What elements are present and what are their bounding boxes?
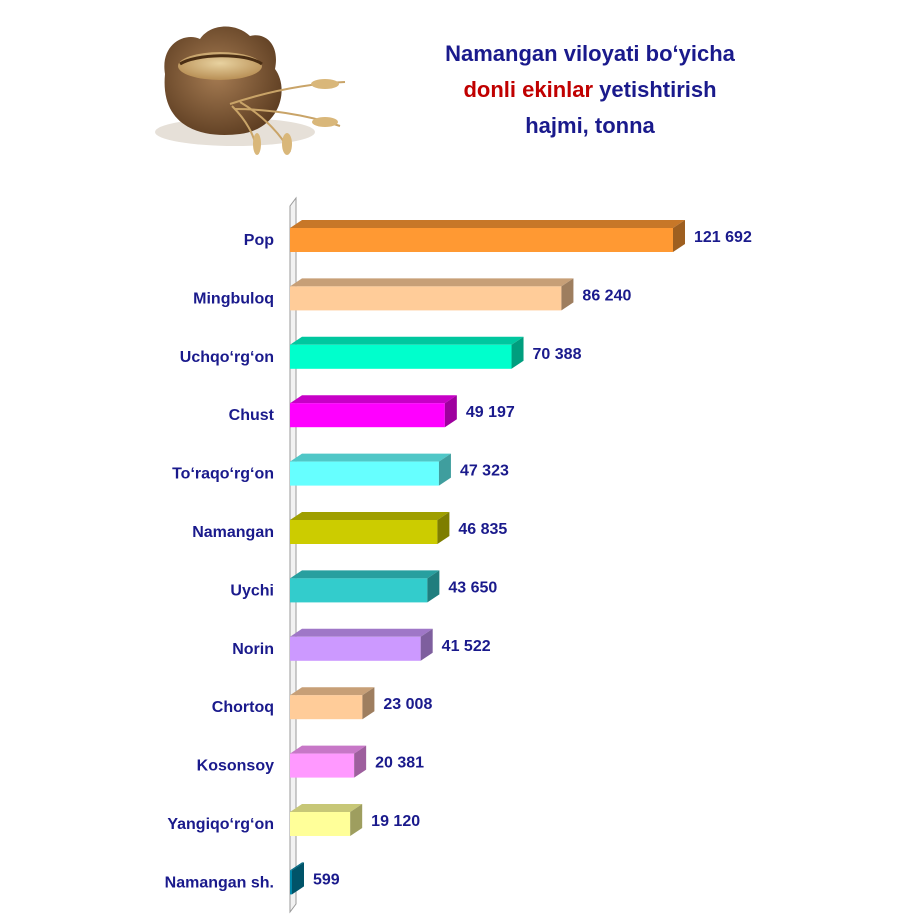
category-label: Yangiqo‘rg‘on (167, 816, 274, 833)
category-label: Chust (229, 407, 275, 424)
category-label: Pop (244, 232, 274, 249)
bar-top-face (290, 570, 440, 579)
axis-wall (289, 196, 297, 914)
bar-side-face (427, 570, 440, 603)
title-line-3: hajmi, tonna (525, 113, 655, 138)
bar-side-face (511, 336, 524, 369)
value-label: 20 381 (375, 755, 424, 772)
bar (290, 336, 524, 369)
bar (290, 628, 433, 661)
bar-top-face (290, 220, 685, 228)
bar (290, 512, 450, 544)
value-label: 43 650 (448, 579, 497, 596)
category-label: To‘raqo‘rg‘on (172, 466, 274, 483)
value-label: 41 522 (442, 638, 491, 655)
bar-front-face (290, 753, 355, 778)
bar (290, 687, 375, 720)
value-label: 23 008 (383, 696, 432, 713)
bars (290, 220, 685, 895)
bar-front-face (290, 461, 439, 486)
bar-front-face (290, 228, 673, 252)
category-label: Uychi (230, 582, 274, 599)
bar-top-face (290, 687, 375, 696)
value-label: 70 388 (533, 346, 582, 363)
category-label: Norin (232, 641, 274, 658)
category-label: Mingbuloq (193, 290, 274, 307)
bar-front-face (290, 286, 562, 311)
bar-side-face (444, 395, 457, 428)
bar-front-face (290, 403, 445, 428)
bar-top-face (290, 862, 304, 871)
category-label: Chortoq (212, 699, 274, 716)
bar-front-face (290, 695, 363, 720)
bar-top-face (290, 745, 367, 754)
bar-front-face (290, 520, 438, 544)
bar-side-face (420, 628, 433, 661)
value-label: 86 240 (582, 287, 631, 304)
value-label: 47 323 (460, 463, 509, 480)
bar (290, 570, 440, 603)
chart-title: Namangan viloyati bo‘yicha donli ekinlar… (380, 36, 800, 144)
bar-side-face (292, 862, 304, 895)
bar-top-face (290, 278, 574, 287)
bar-top-face (290, 628, 433, 637)
bar-side-face (437, 512, 450, 544)
value-label: 49 197 (466, 404, 515, 421)
title-highlight: donli ekinlar (463, 77, 594, 102)
bar (290, 220, 685, 252)
bar-side-face (350, 804, 363, 836)
bar (290, 278, 574, 311)
value-label: 46 835 (458, 521, 507, 538)
bar-side-face (354, 745, 367, 778)
bar-front-face (290, 578, 428, 603)
bar-top-face (290, 804, 363, 812)
bar-side-face (561, 278, 574, 311)
bar (290, 745, 367, 778)
bar-front-face (290, 812, 351, 836)
bar (290, 804, 363, 836)
title-line-1: Namangan viloyati bo‘yicha (445, 41, 735, 66)
category-label: Kosonsoy (197, 758, 274, 775)
bar-side-face (362, 687, 375, 720)
category-label: Namangan sh. (165, 874, 274, 891)
bar-top-face (290, 395, 457, 404)
title-line-2-rest: yetishtirish (599, 77, 717, 102)
bar (290, 862, 304, 895)
grain-sack-image (155, 26, 346, 155)
bar-front-face (290, 636, 421, 661)
bar (290, 453, 451, 486)
bar-front-face (290, 344, 512, 369)
bar-top-face (290, 336, 524, 345)
bar-top-face (290, 453, 451, 462)
bar-side-face (673, 220, 685, 252)
bar-side-face (438, 453, 451, 486)
value-label: 599 (313, 871, 340, 888)
value-label: 19 120 (371, 813, 420, 830)
bar-front-face (290, 870, 292, 895)
bar-top-face (290, 512, 450, 520)
category-label: Namangan (192, 524, 274, 541)
value-label: 121 692 (694, 229, 752, 246)
category-label: Uchqo‘rg‘on (180, 349, 274, 366)
labels: Pop 121 692 Mingbuloq 86 240 Uchqo‘rg‘on 70 3… (165, 229, 752, 891)
bar (290, 395, 457, 428)
category-axis (289, 196, 297, 914)
